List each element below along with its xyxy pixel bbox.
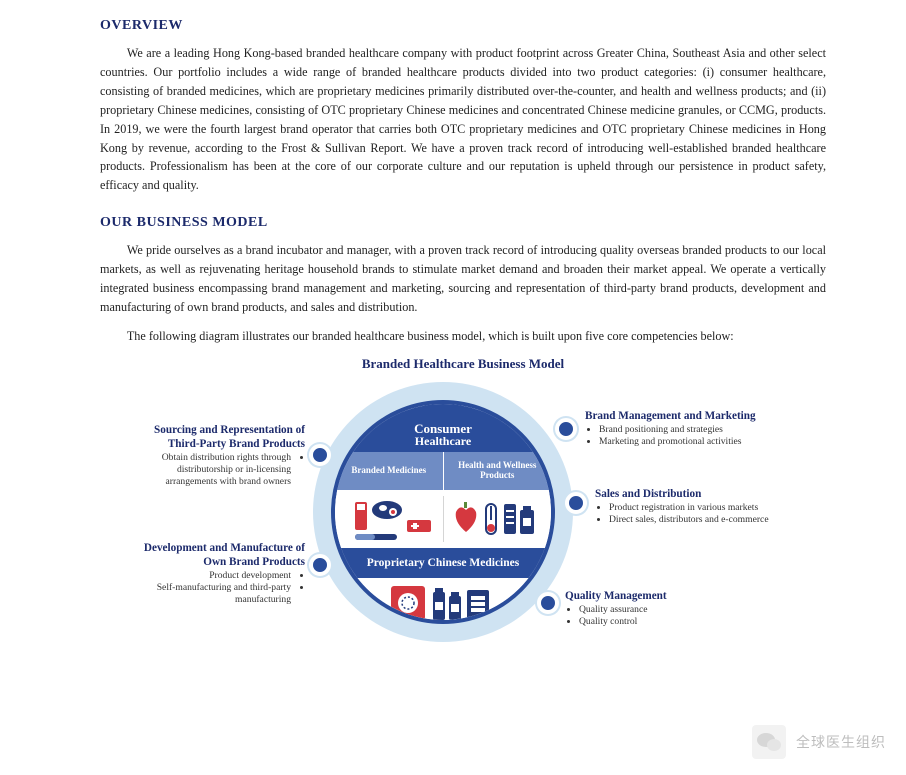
callout-bullet: Quality assurance xyxy=(579,604,805,616)
diagram-top-cap: Consumer Healthcare xyxy=(335,404,551,452)
business-model-para-2: The following diagram illustrates our br… xyxy=(100,327,826,346)
health-wellness-icon xyxy=(450,496,538,542)
connector-dot xyxy=(309,444,331,466)
callout-bullet: Self-manufacturing and third-partymanufa… xyxy=(95,582,291,606)
callout-bullet: Quality control xyxy=(579,616,805,628)
overview-paragraph: We are a leading Hong Kong-based branded… xyxy=(100,44,826,195)
divider xyxy=(443,496,444,542)
diagram-title: Branded Healthcare Business Model xyxy=(100,356,826,372)
overview-heading: OVERVIEW xyxy=(100,18,826,34)
business-model-diagram: Consumer Healthcare Branded Medicines He… xyxy=(103,382,823,652)
callout-bullet: Product registration in various markets xyxy=(609,502,835,514)
callout-bullet: Product development xyxy=(95,570,291,582)
callout-quality: Quality Management Quality assurance Qua… xyxy=(565,590,805,628)
callout-bullet: Marketing and promotional activities xyxy=(599,436,825,448)
branded-medicines-icon xyxy=(349,496,437,542)
consumer-label-2: Healthcare xyxy=(415,435,471,448)
diagram-icon-strip-bottom xyxy=(335,578,551,620)
watermark: 全球医生组织 xyxy=(752,725,886,759)
callout-bullet: Obtain distribution rights throughdistri… xyxy=(95,452,291,488)
callout-development: Development and Manufacture of Own Brand… xyxy=(95,542,305,606)
consumer-label-1: Consumer xyxy=(414,422,472,436)
callout-sales: Sales and Distribution Product registrat… xyxy=(595,488,835,526)
pcm-band: Proprietary Chinese Medicines xyxy=(335,548,551,578)
diagram-icon-strip-top xyxy=(335,490,551,548)
diagram-inner-circle: Consumer Healthcare Branded Medicines He… xyxy=(331,400,555,624)
callout-bullet: Direct sales, distributors and e-commerc… xyxy=(609,514,835,526)
callout-title: Development and Manufacture of xyxy=(95,542,305,554)
business-model-para-1: We pride ourselves as a brand incubator … xyxy=(100,241,826,317)
callout-title: Brand Management and Marketing xyxy=(585,410,825,422)
callout-bullet: Brand positioning and strategies xyxy=(599,424,825,436)
callout-title: Sourcing and Representation of xyxy=(95,424,305,436)
callout-brand-mgmt: Brand Management and Marketing Brand pos… xyxy=(585,410,825,448)
watermark-text: 全球医生组织 xyxy=(796,732,886,752)
pcm-icon xyxy=(383,582,503,624)
connector-dot xyxy=(537,592,559,614)
callout-title: Quality Management xyxy=(565,590,805,602)
connector-dot xyxy=(309,554,331,576)
callout-title: Sales and Distribution xyxy=(595,488,835,500)
connector-dot xyxy=(555,418,577,440)
connector-dot xyxy=(565,492,587,514)
health-wellness-cell: Health and Wellness Products xyxy=(444,452,552,490)
callout-sourcing: Sourcing and Representation of Third-Par… xyxy=(95,424,305,488)
callout-title: Own Brand Products xyxy=(95,556,305,568)
branded-medicines-cell: Branded Medicines xyxy=(335,452,444,490)
wechat-icon xyxy=(752,725,786,759)
diagram-mid-row: Branded Medicines Health and Wellness Pr… xyxy=(335,452,551,490)
callout-title: Third-Party Brand Products xyxy=(95,438,305,450)
business-model-heading: OUR BUSINESS MODEL xyxy=(100,215,826,231)
